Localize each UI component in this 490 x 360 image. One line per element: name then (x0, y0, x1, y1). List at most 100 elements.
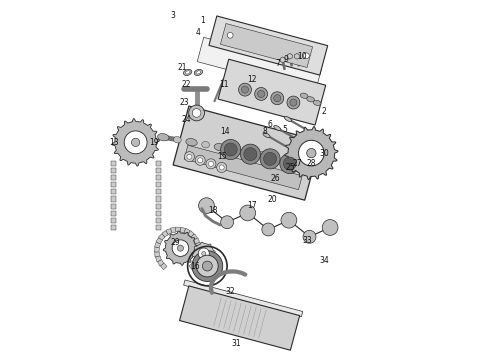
Ellipse shape (158, 134, 169, 141)
Bar (158, 260, 164, 266)
Text: 26: 26 (270, 174, 280, 183)
Circle shape (202, 261, 212, 271)
Bar (166, 229, 172, 234)
Circle shape (202, 252, 206, 256)
Ellipse shape (300, 93, 308, 98)
Circle shape (208, 161, 214, 166)
Bar (179, 227, 185, 233)
Bar (191, 234, 197, 240)
Circle shape (195, 155, 205, 165)
Bar (156, 225, 161, 230)
Circle shape (303, 230, 316, 243)
Text: 11: 11 (219, 81, 228, 90)
Bar (156, 197, 161, 202)
Circle shape (242, 86, 248, 93)
Ellipse shape (243, 148, 254, 156)
Polygon shape (112, 118, 159, 166)
Circle shape (198, 198, 215, 213)
Ellipse shape (185, 71, 190, 74)
Text: 18: 18 (208, 206, 218, 215)
Bar (111, 168, 116, 173)
Text: 30: 30 (319, 149, 329, 158)
Ellipse shape (307, 97, 315, 102)
Ellipse shape (196, 71, 201, 74)
Bar (161, 263, 167, 270)
Circle shape (196, 255, 218, 277)
Polygon shape (173, 106, 320, 200)
Circle shape (187, 154, 192, 159)
Ellipse shape (186, 139, 197, 146)
Circle shape (290, 99, 297, 106)
Ellipse shape (173, 136, 181, 143)
Circle shape (198, 248, 209, 259)
Polygon shape (184, 145, 302, 190)
Circle shape (206, 159, 216, 169)
Ellipse shape (183, 69, 192, 76)
Circle shape (184, 152, 195, 162)
Bar (111, 182, 116, 187)
Bar (111, 161, 116, 166)
Ellipse shape (285, 117, 292, 122)
Bar (158, 234, 165, 240)
Text: 5: 5 (282, 125, 287, 134)
Ellipse shape (258, 152, 266, 158)
Bar (196, 251, 201, 257)
Circle shape (189, 105, 204, 121)
Bar (171, 228, 176, 233)
Circle shape (244, 148, 257, 161)
Text: 16: 16 (190, 262, 199, 271)
Bar (196, 247, 201, 252)
Bar (154, 242, 161, 248)
Circle shape (172, 240, 189, 256)
Polygon shape (179, 286, 300, 350)
Text: 13: 13 (109, 138, 119, 147)
Text: 3: 3 (170, 11, 175, 20)
Circle shape (131, 138, 140, 147)
Bar (184, 228, 190, 235)
Text: 33: 33 (303, 237, 313, 246)
Text: 10: 10 (297, 52, 307, 61)
Bar (156, 175, 161, 180)
Circle shape (280, 153, 300, 174)
Bar (111, 204, 116, 209)
Ellipse shape (194, 69, 202, 76)
Text: 15: 15 (217, 152, 226, 161)
Ellipse shape (230, 147, 238, 153)
Bar (156, 161, 161, 166)
Text: 20: 20 (267, 195, 277, 204)
Text: 22: 22 (181, 81, 191, 90)
Circle shape (124, 131, 147, 154)
Bar (156, 211, 161, 216)
Bar (189, 263, 196, 270)
Polygon shape (184, 280, 303, 317)
Text: 7: 7 (275, 59, 280, 68)
Circle shape (197, 158, 203, 163)
Polygon shape (209, 16, 328, 75)
Circle shape (219, 165, 224, 170)
Circle shape (240, 205, 256, 221)
Text: 23: 23 (179, 98, 189, 107)
Text: 8: 8 (262, 127, 267, 136)
Polygon shape (280, 57, 285, 63)
Circle shape (281, 212, 297, 228)
Bar (196, 243, 201, 248)
Bar (156, 168, 161, 173)
Circle shape (224, 143, 237, 156)
Circle shape (307, 148, 316, 158)
Bar (156, 182, 161, 187)
Polygon shape (294, 53, 299, 59)
Bar (156, 256, 161, 262)
Text: 19: 19 (149, 138, 158, 147)
Text: 12: 12 (247, 75, 257, 84)
Text: 24: 24 (181, 114, 191, 123)
Circle shape (240, 144, 260, 164)
Bar (188, 231, 194, 237)
Polygon shape (220, 23, 313, 68)
Polygon shape (285, 127, 338, 180)
Circle shape (258, 90, 265, 98)
Polygon shape (218, 59, 326, 125)
Text: 21: 21 (177, 63, 187, 72)
Ellipse shape (263, 133, 270, 138)
Circle shape (298, 140, 324, 166)
Text: 14: 14 (220, 127, 230, 136)
